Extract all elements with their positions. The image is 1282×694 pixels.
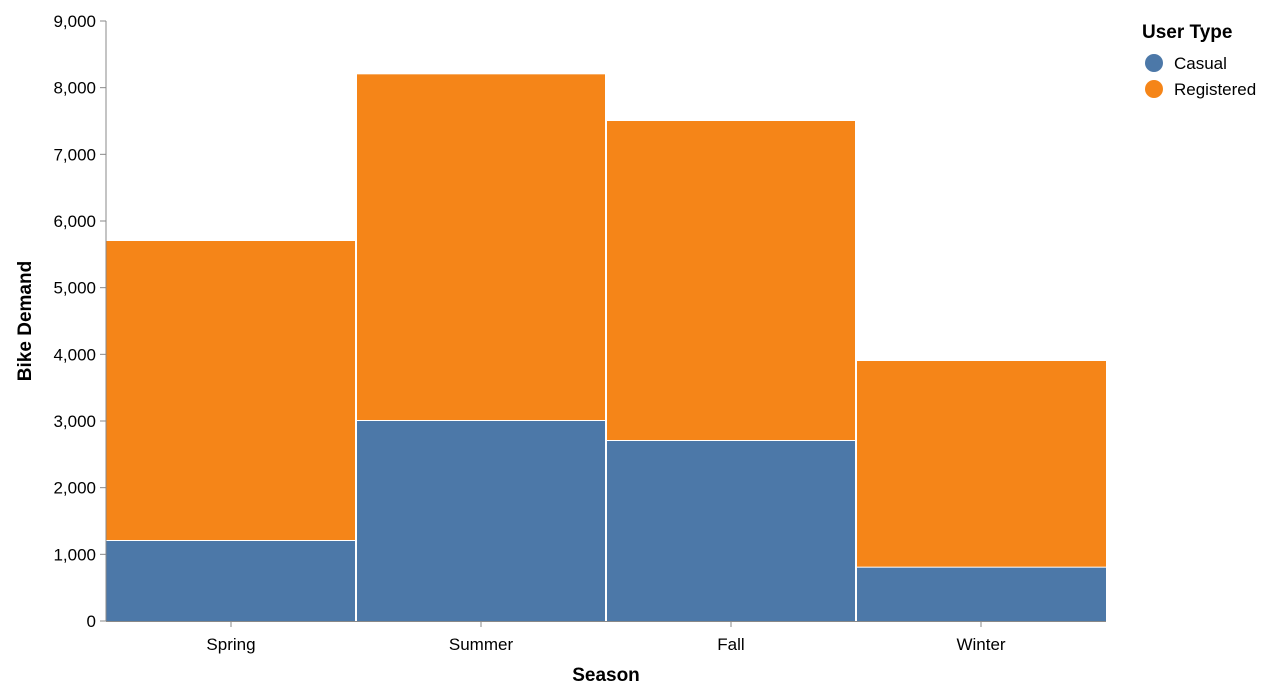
bar-winter-casual <box>857 567 1106 621</box>
bar-summer-registered <box>357 74 605 420</box>
bar-fall-casual <box>607 441 855 621</box>
y-tick-label: 1,000 <box>53 545 96 564</box>
legend-swatch-registered <box>1145 80 1163 98</box>
legend-label-registered: Registered <box>1174 80 1256 99</box>
y-tick-label: 9,000 <box>53 12 96 31</box>
legend-swatch-casual <box>1145 54 1163 72</box>
legend-title: User Type <box>1142 22 1232 43</box>
x-axis-title: Season <box>572 665 640 686</box>
y-tick-label: 5,000 <box>53 279 96 298</box>
bar-spring-casual <box>106 541 355 621</box>
legend: User Type Casual Registered <box>1142 22 1256 99</box>
y-axis: 0 1,000 2,000 3,000 4,000 5,000 6,000 7,000 8,00… <box>53 12 107 631</box>
y-tick-label: 0 <box>87 612 96 631</box>
bars-group <box>106 74 1106 621</box>
bar-winter-registered <box>857 361 1106 567</box>
bar-fall-registered <box>607 121 855 440</box>
y-tick-label: 2,000 <box>53 479 96 498</box>
x-tick-label-spring: Spring <box>206 635 255 654</box>
x-tick-label-fall: Fall <box>717 635 744 654</box>
x-tick-label-winter: Winter <box>956 635 1005 654</box>
y-tick-label: 4,000 <box>53 345 96 364</box>
x-tick-label-summer: Summer <box>449 635 514 654</box>
bar-summer-casual <box>357 421 605 621</box>
x-axis: Spring Summer Fall Winter <box>106 621 1106 654</box>
y-axis-title: Bike Demand <box>15 261 36 381</box>
y-tick-label: 7,000 <box>53 145 96 164</box>
y-tick-label: 6,000 <box>53 212 96 231</box>
legend-label-casual: Casual <box>1174 54 1227 73</box>
y-tick-label: 3,000 <box>53 412 96 431</box>
bar-spring-registered <box>106 241 355 540</box>
y-tick-label: 8,000 <box>53 79 96 98</box>
